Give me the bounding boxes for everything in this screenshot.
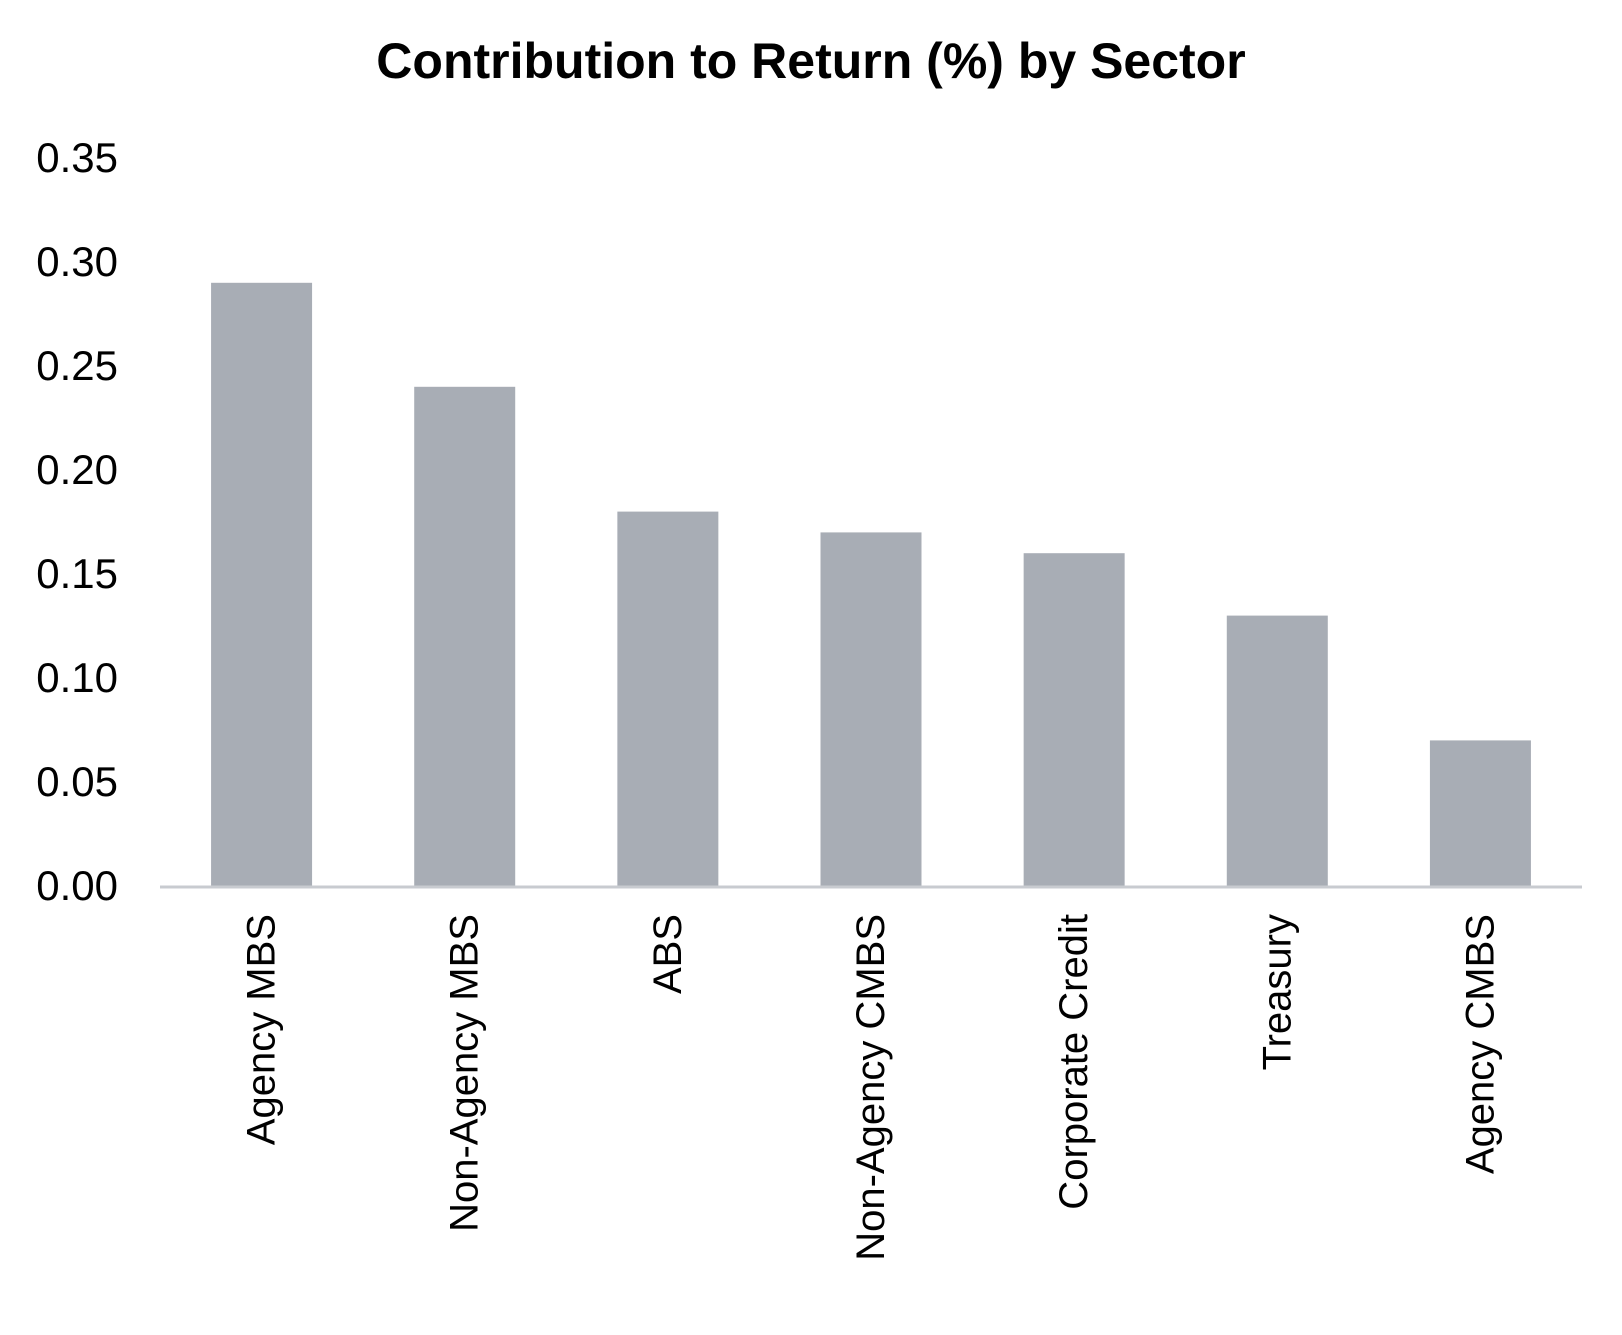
- x-category-label: Non-Agency MBS: [443, 914, 487, 1232]
- y-tick-label: 0.15: [36, 550, 118, 597]
- bars: [211, 282, 1531, 886]
- bar-non-agency-cmbs: [820, 532, 922, 886]
- bar-abs: [617, 511, 719, 886]
- y-tick-label: 0.20: [36, 446, 118, 493]
- y-tick-label: 0.25: [36, 342, 118, 389]
- bar-agency-mbs: [211, 282, 313, 886]
- x-category-label: Agency MBS: [240, 914, 284, 1145]
- y-tick-label: 0.30: [36, 238, 118, 285]
- y-axis-ticks: 0.00 0.05 0.10 0.15 0.20 0.25 0.30 0.35: [36, 134, 118, 909]
- x-category-label: ABS: [646, 914, 690, 994]
- chart-title: Contribution to Return (%) by Sector: [376, 33, 1246, 89]
- y-tick-label: 0.00: [36, 862, 118, 909]
- bar-agency-cmbs: [1429, 740, 1531, 886]
- x-category-label: Treasury: [1255, 914, 1299, 1070]
- y-tick-label: 0.35: [36, 134, 118, 181]
- bar-treasury: [1226, 615, 1328, 886]
- bar-non-agency-mbs: [414, 386, 516, 886]
- x-axis-labels: Agency MBS Non-Agency MBS ABS Non-Agency CM…: [240, 914, 1503, 1261]
- y-tick-label: 0.10: [36, 654, 118, 701]
- bar-corporate-credit: [1023, 553, 1125, 886]
- x-category-label: Corporate Credit: [1052, 914, 1096, 1210]
- x-category-label: Agency CMBS: [1458, 914, 1502, 1174]
- y-tick-label: 0.05: [36, 758, 118, 805]
- x-category-label: Non-Agency CMBS: [849, 914, 893, 1261]
